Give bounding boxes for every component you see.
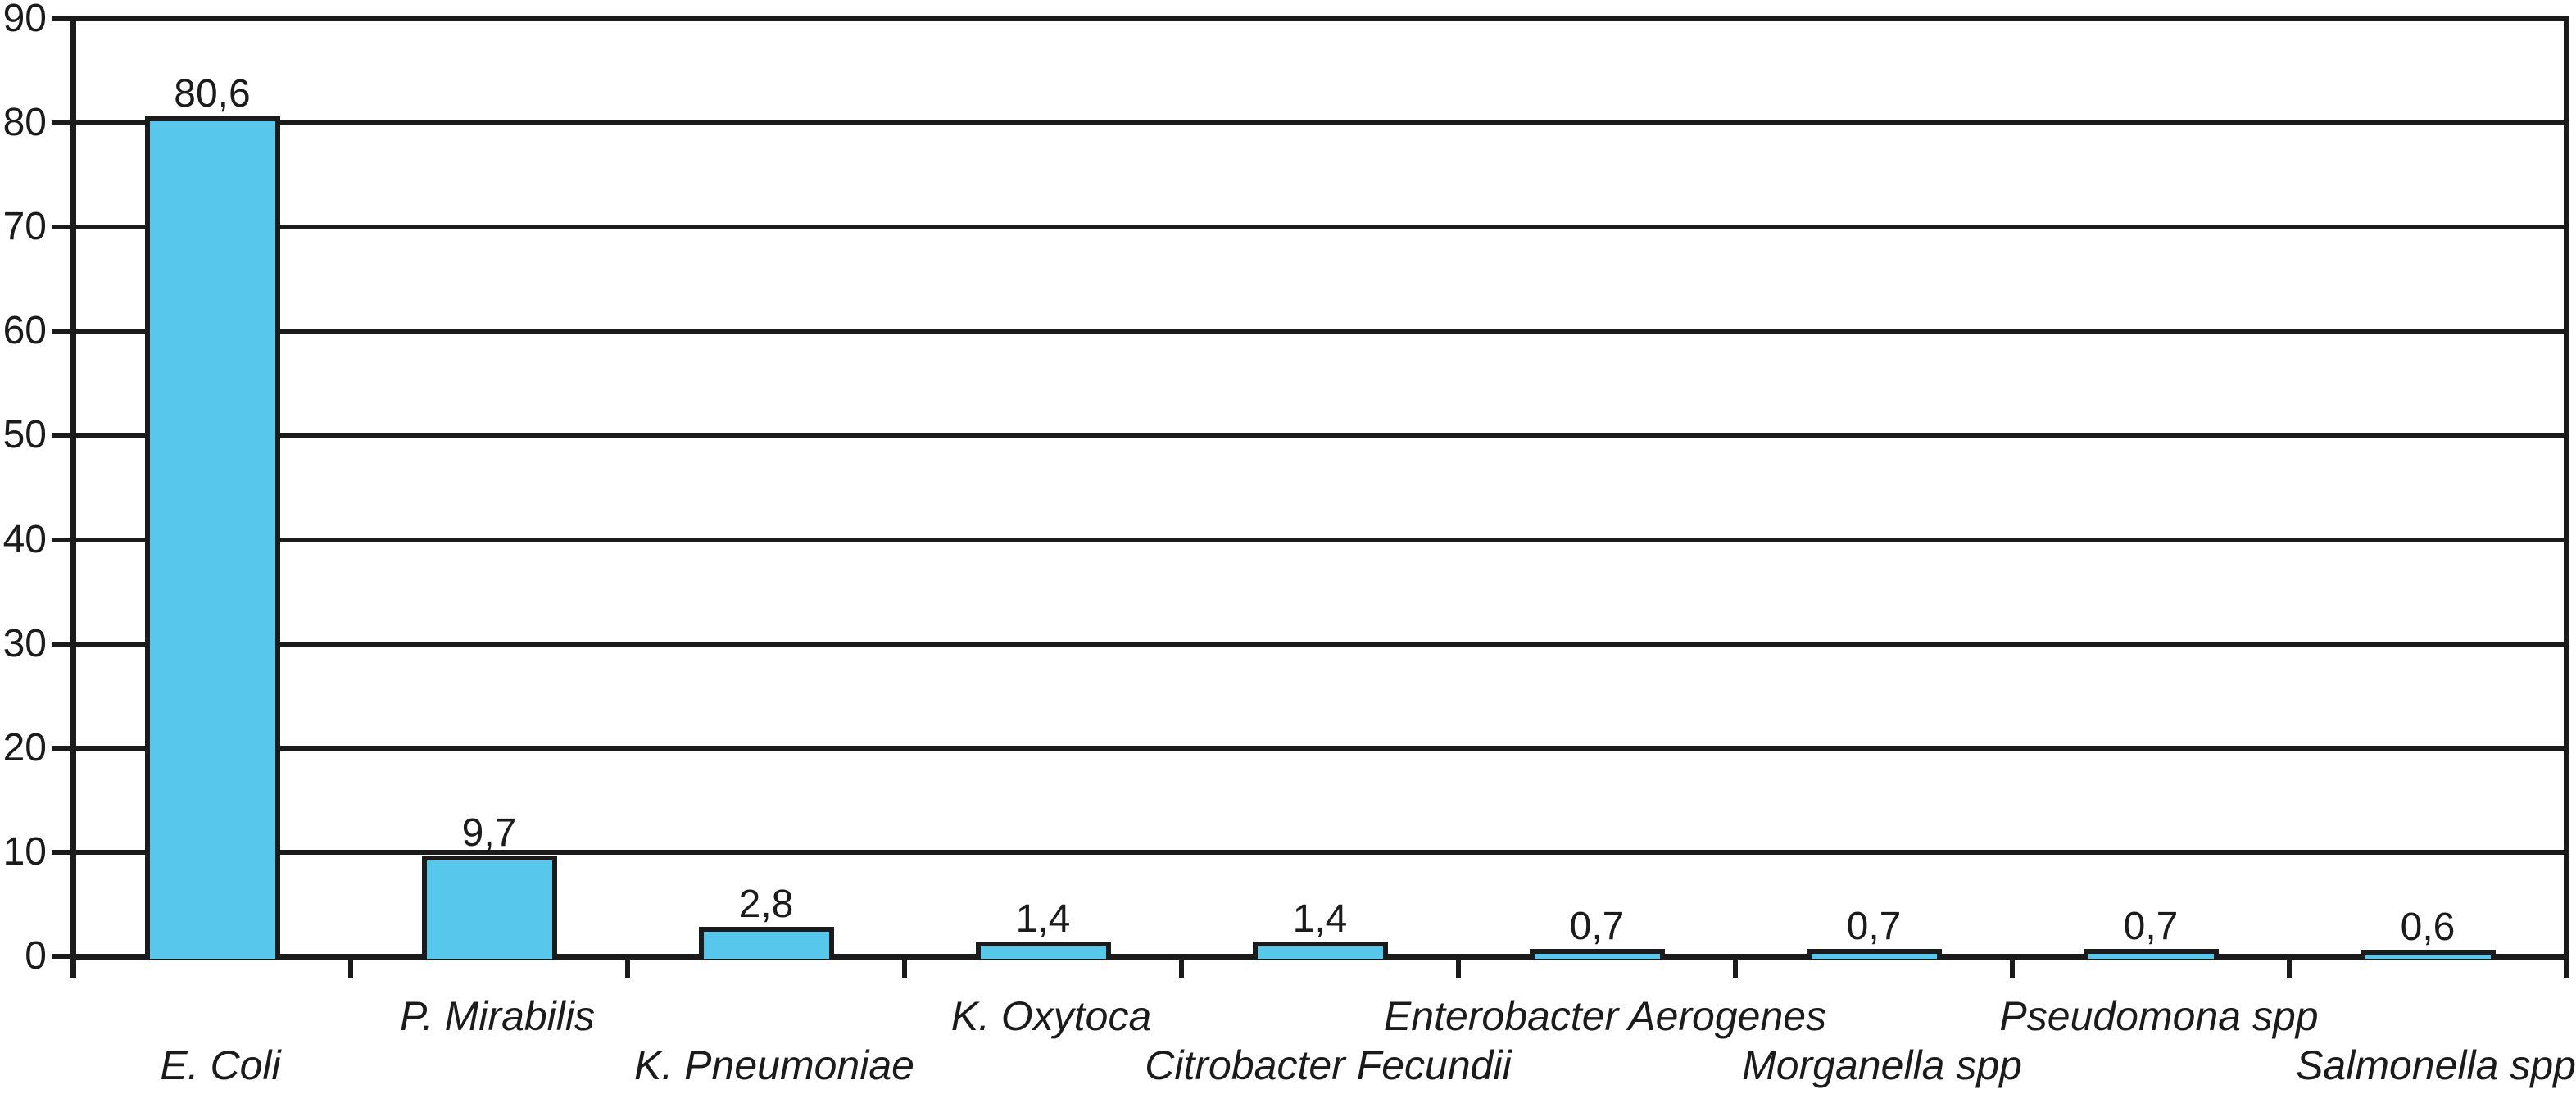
y-axis-label: 0: [25, 934, 47, 978]
y-axis-label: 80: [2, 101, 47, 145]
gridline: [74, 745, 2566, 751]
y-axis-tick: [52, 954, 74, 959]
gridline: [74, 225, 2566, 230]
x-axis-category-label: Citrobacter Fecundii: [1145, 1042, 1512, 1088]
y-axis-label: 50: [2, 413, 47, 457]
bar-value-label: 9,7: [461, 810, 517, 855]
gridline: [74, 433, 2566, 438]
x-axis-category-label: Morganella spp: [1742, 1042, 2022, 1088]
x-axis-tick: [1179, 956, 1184, 978]
bar-value-label: 0,7: [2123, 905, 2179, 949]
bar-k-pneumoniae: [698, 927, 834, 959]
y-axis-tick: [52, 16, 74, 21]
gridline: [74, 120, 2566, 126]
y-axis-tick: [52, 849, 74, 855]
y-axis-label: 40: [2, 517, 47, 561]
x-axis-category-label: K. Oxytoca: [950, 993, 1152, 1039]
bar-value-label: 2,8: [738, 883, 794, 927]
x-axis-category-label: P. Mirabilis: [399, 993, 596, 1039]
x-axis-tick: [2010, 956, 2015, 978]
plot-right-border: [2564, 16, 2569, 978]
bar-pseudomona-spp: [2083, 949, 2219, 959]
x-axis-tick: [902, 956, 907, 978]
bar-value-label: 0,7: [1846, 905, 1902, 949]
bar-value-label: 1,4: [1015, 897, 1071, 942]
bar-citrobacter-fecundii: [1252, 942, 1388, 959]
gridline: [74, 641, 2566, 647]
x-axis-category-label: Salmonella spp: [2296, 1042, 2576, 1088]
y-axis-tick: [52, 120, 74, 126]
gridline: [74, 329, 2566, 334]
y-axis-tick: [52, 537, 74, 542]
y-axis-tick: [52, 329, 74, 334]
x-axis-category-label: Enterobacter Aerogenes: [1383, 993, 1827, 1039]
y-axis-label: 90: [2, 0, 47, 40]
x-axis-tick: [625, 956, 630, 978]
x-axis-tick: [1733, 956, 1738, 978]
gridline: [74, 16, 2566, 21]
bar-morganella-spp: [1806, 949, 1942, 959]
x-axis-tick: [2287, 956, 2292, 978]
bar-salmonella-spp: [2360, 950, 2496, 959]
y-axis-label: 60: [2, 309, 47, 353]
x-axis-tick: [348, 956, 353, 978]
y-axis-tick: [52, 745, 74, 751]
y-axis-tick: [52, 433, 74, 438]
bar-k-oxytoca: [975, 942, 1111, 959]
bar-e-coli: [144, 116, 280, 959]
x-axis-category-label: K. Pneumoniae: [634, 1042, 914, 1088]
y-axis-label: 20: [2, 725, 47, 769]
gridline: [74, 849, 2566, 855]
y-axis-line: [70, 16, 76, 978]
x-axis-tick: [1456, 956, 1461, 978]
bar-value-label: 80,6: [174, 72, 251, 116]
bar-value-label: 0,6: [2400, 906, 2456, 950]
x-axis-category-label: Pseudomona spp: [1999, 993, 2319, 1039]
bar-value-label: 0,7: [1569, 905, 1625, 949]
y-axis-label: 30: [2, 621, 47, 665]
y-axis-label: 70: [2, 205, 47, 249]
gridline: [74, 537, 2566, 542]
y-axis-tick: [52, 641, 74, 647]
y-axis-tick: [52, 225, 74, 230]
y-axis-label: 10: [2, 829, 47, 874]
bar-enterobacter-aerogenes: [1529, 949, 1665, 959]
x-axis-category-label: E. Coli: [160, 1042, 281, 1088]
bar-p-mirabilis: [421, 855, 557, 959]
bar-value-label: 1,4: [1292, 897, 1348, 942]
